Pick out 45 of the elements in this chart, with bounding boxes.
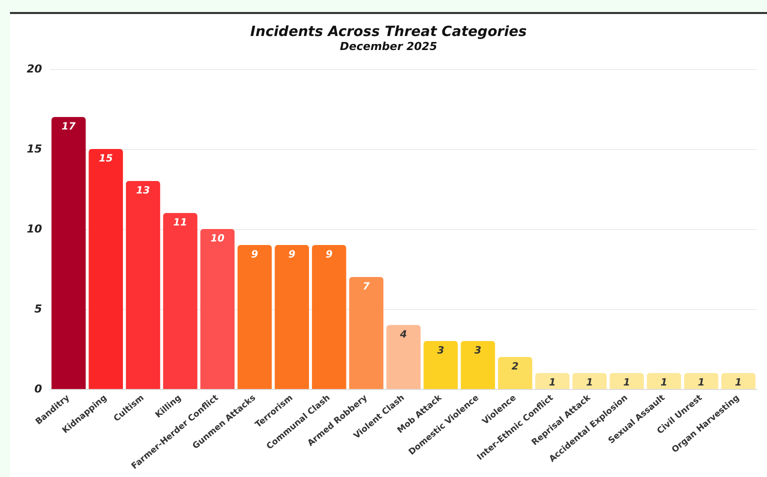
y-tick-label: 5 (34, 302, 42, 316)
y-tick-label: 0 (34, 382, 42, 396)
data-label: 9 (288, 250, 296, 260)
chart-subtitle: December 2025 (340, 40, 438, 53)
data-label: 1 (586, 378, 594, 388)
bar (684, 373, 718, 389)
data-label: 15 (98, 154, 113, 164)
data-label: 1 (623, 378, 630, 388)
bar (460, 341, 496, 389)
bar (51, 117, 86, 389)
bar (274, 245, 309, 389)
data-label: 9 (326, 250, 333, 260)
bar (88, 149, 123, 389)
bar (200, 229, 235, 389)
data-label: 3 (474, 346, 482, 356)
chart-title: Incidents Across Threat Categories (250, 24, 527, 40)
y-tick-label: 20 (26, 62, 42, 76)
data-label: 10 (210, 234, 224, 244)
bar (498, 357, 532, 389)
data-label: 2 (512, 362, 519, 372)
bar (163, 213, 198, 389)
data-label: 1 (660, 378, 668, 388)
data-label: 1 (734, 378, 742, 388)
data-label: 1 (698, 378, 705, 388)
bar (312, 245, 346, 389)
bar (349, 277, 384, 389)
bar (610, 373, 644, 389)
bar (572, 373, 607, 389)
data-label: 11 (173, 218, 188, 228)
y-tick-label: 10 (26, 222, 42, 236)
bar (721, 373, 756, 389)
bar (535, 373, 570, 389)
data-label: 7 (362, 282, 370, 292)
data-label: 9 (251, 250, 258, 260)
bar (646, 373, 682, 389)
data-label: 13 (136, 186, 150, 196)
data-label: 4 (399, 330, 408, 340)
bar (424, 341, 458, 389)
data-label: 3 (437, 346, 444, 356)
bar (126, 181, 160, 389)
data-label: 17 (62, 122, 76, 132)
data-label: 1 (548, 378, 556, 388)
y-tick-label: 15 (26, 142, 42, 156)
bar (238, 245, 272, 389)
bar (386, 325, 421, 389)
